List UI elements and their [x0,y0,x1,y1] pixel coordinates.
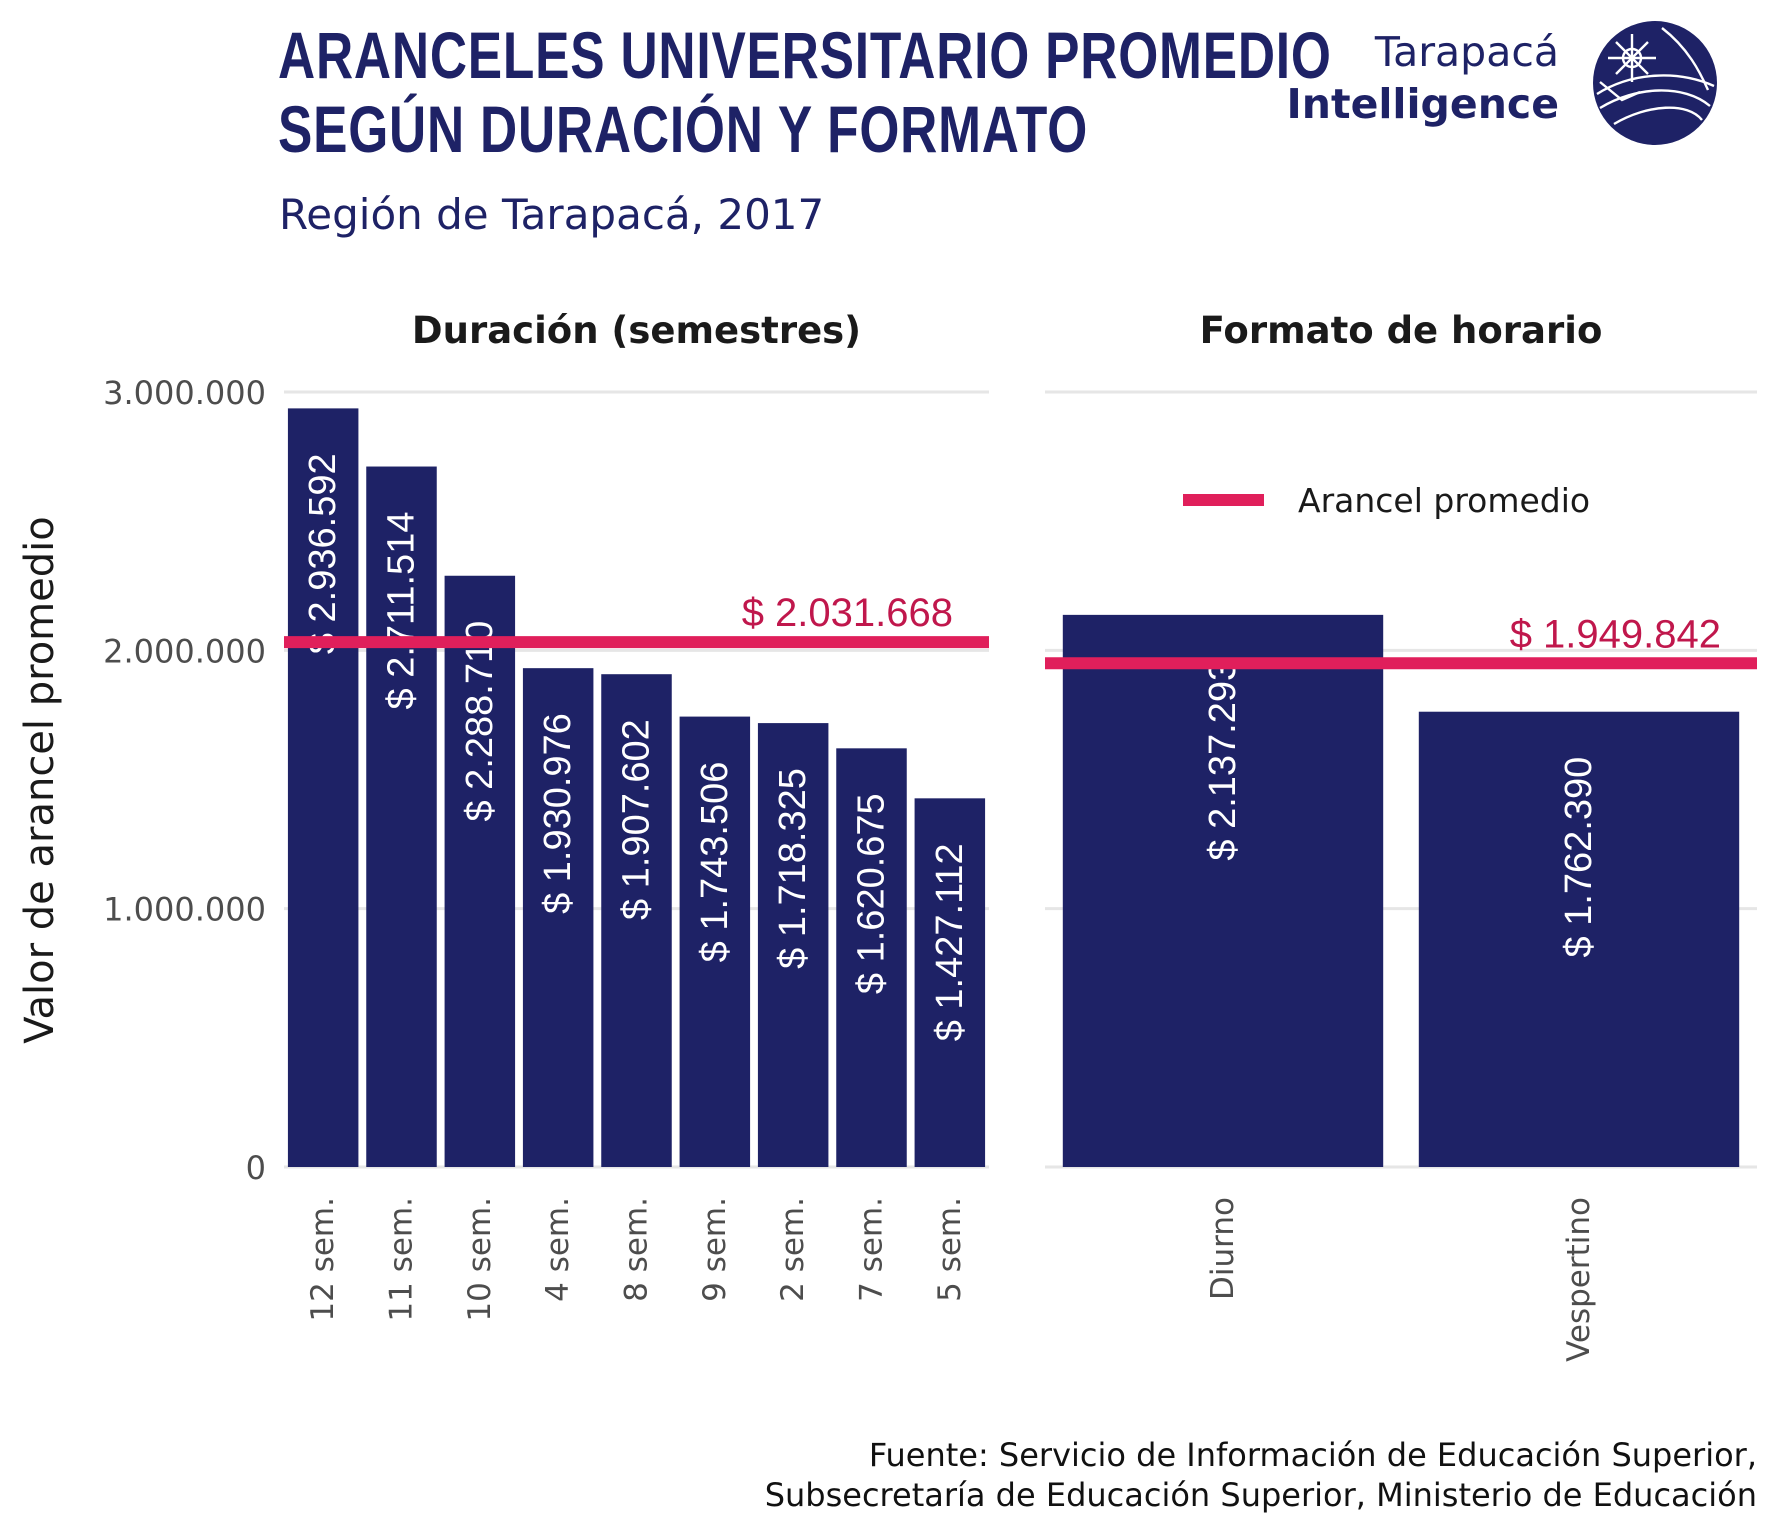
brand-line-1: Tarapacá [1374,28,1559,76]
bar-value-label: $ 2.288.710 [459,621,501,822]
bar [522,668,594,1167]
brand-line-2: Intelligence [1286,80,1559,128]
x-tick-label: 2 sem. [775,1197,811,1302]
y-axis-title: Valor de arancel promedio [17,516,63,1043]
bar [1418,711,1740,1167]
bar-value-label: $ 1.907.602 [616,719,658,920]
bar [601,674,672,1167]
y-tick-label: 2.000.000 [103,632,266,670]
y-tick-label: 0 [246,1149,266,1187]
panel-title: Formato de horario [1200,309,1603,352]
y-tick-label: 3.000.000 [103,374,266,412]
brand-wordmark: Tarapacá Intelligence [1287,26,1559,130]
bar-value-label: $ 2.936.592 [302,453,344,654]
bar [366,466,437,1168]
chart-subtitle: Región de Tarapacá, 2017 [279,190,825,239]
globe-compass-icon [1593,21,1717,145]
x-tick-label: 8 sem. [619,1197,655,1302]
bar [914,798,986,1167]
chart-title: ARANCELES UNIVERSITARIO PROMEDIO SEGÚN D… [278,18,1332,166]
mean-value-label: $ 1.949.842 [1510,612,1721,656]
x-tick-label: Vespertino [1561,1197,1597,1362]
bar [1062,614,1384,1167]
bar [757,723,829,1167]
x-tick-label: 5 sem. [932,1197,968,1302]
bar-value-label: $ 1.930.976 [537,713,579,914]
source-note: Fuente: Servicio de Información de Educa… [765,1435,1757,1515]
source-line-1: Fuente: Servicio de Información de Educa… [868,1436,1757,1474]
x-tick-label: 9 sem. [697,1197,733,1302]
bar-value-label: $ 1.620.675 [851,793,893,994]
bar-value-label: $ 2.137.293 [1202,660,1244,861]
bar-value-label: $ 1.743.506 [694,762,736,963]
panel-title: Duración (semestres) [412,309,861,352]
bar [444,575,516,1167]
source-line-2: Subsecretaría de Educación Superior, Min… [764,1476,1757,1514]
bar [287,408,359,1168]
bar-value-label: $ 2.711.514 [381,512,423,710]
bar-value-label: $ 1.718.325 [772,768,814,969]
y-tick-label: 1.000.000 [103,891,266,929]
legend-label: Arancel promedio [1298,481,1590,520]
bar-value-label: $ 1.762.390 [1558,757,1600,958]
x-tick-label: 4 sem. [540,1197,576,1302]
bar-value-label: $ 1.427.112 [929,843,971,1041]
title-line-2: SEGÚN DURACIÓN Y FORMATO [278,92,1089,166]
bar [836,748,907,1167]
bar [679,716,751,1167]
mean-value-label: $ 2.031.668 [742,591,953,635]
x-tick-label: 10 sem. [462,1197,498,1322]
x-tick-label: 12 sem. [305,1197,341,1322]
x-tick-label: Diurno [1205,1197,1241,1300]
title-line-1: ARANCELES UNIVERSITARIO PROMEDIO [278,18,1332,92]
x-tick-label: 11 sem. [384,1197,420,1322]
x-tick-label: 7 sem. [854,1197,890,1302]
